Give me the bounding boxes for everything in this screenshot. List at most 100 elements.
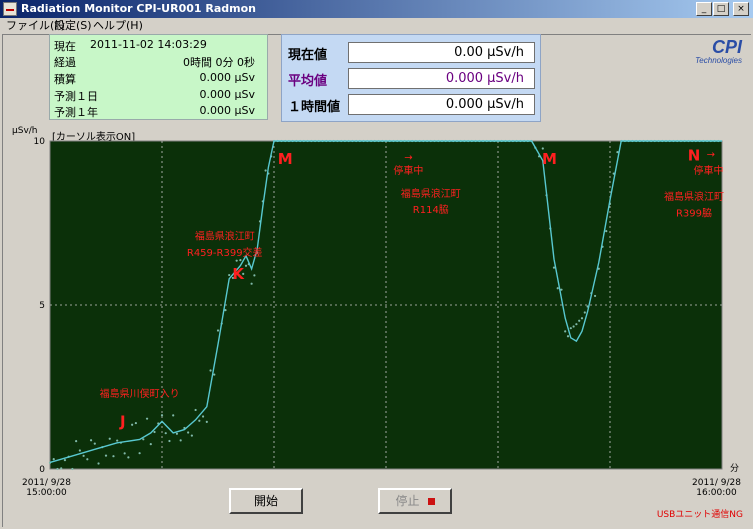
sample-dot [63, 459, 67, 462]
sample-dot [616, 151, 619, 154]
point-marker-label: J [119, 412, 126, 430]
sample-dot [86, 458, 89, 461]
sample-dot [566, 335, 570, 338]
menu-bar: ファイル(F) 設定(S) ヘルプ(H) [0, 18, 753, 34]
close-button[interactable]: × [733, 2, 749, 16]
start-button[interactable]: 開始 [229, 488, 303, 514]
location-annotation: R114脇 [413, 204, 449, 216]
sample-dot [168, 439, 171, 443]
dose-rate-chart[interactable]: 01020304050600510分 J福島県川俣町入りK福島県浪江町R459-… [0, 134, 753, 474]
sample-dot [235, 259, 238, 262]
sample-dot [242, 272, 245, 275]
sample-dot [264, 169, 267, 172]
location-annotation: 福島県浪江町 [664, 190, 724, 203]
sample-dot [564, 330, 567, 333]
sample-dot [228, 273, 231, 277]
sample-dot [89, 439, 93, 442]
start-button-label: 開始 [253, 494, 278, 508]
usb-status-text: USBユニット通信NG [656, 510, 743, 520]
location-annotation: 福島県川俣町入り [100, 387, 180, 400]
point-marker-label: K [232, 265, 245, 283]
sample-dot [569, 327, 572, 330]
forecast-year-value: 0.000 μSv [199, 104, 255, 117]
sample-dot [560, 288, 563, 291]
menu-settings[interactable]: 設定(S) [54, 19, 92, 32]
sample-dot [578, 319, 581, 322]
point-marker-label: M [542, 150, 557, 168]
sample-dot [56, 467, 59, 471]
average-reading-value: 0.000 μSv/h [348, 68, 535, 89]
sample-dot [572, 325, 575, 328]
sample-dot [134, 421, 137, 425]
location-annotation: 停車中 [694, 164, 724, 177]
dose-rate-line [49, 140, 722, 464]
forecast-day-label: 予測１日 [54, 90, 98, 103]
stop-button[interactable]: 停止 [378, 488, 452, 514]
sample-dot [160, 414, 164, 417]
sample-dot [556, 287, 559, 290]
elapsed-value: 0時間 0分 0秒 [183, 56, 255, 69]
location-annotation: → [707, 149, 715, 160]
current-time-value: 2011-11-02 14:03:29 [90, 38, 207, 51]
sample-dot [145, 417, 149, 420]
location-annotation: 福島県浪江町 [195, 229, 255, 242]
sample-dot [78, 449, 81, 452]
sample-dot [201, 415, 205, 418]
sample-dot [575, 323, 578, 326]
menu-file[interactable]: ファイル(F) [6, 19, 65, 32]
sample-dot [71, 467, 74, 471]
sample-dot [194, 408, 197, 412]
sample-dot [127, 456, 130, 459]
sample-dot [164, 432, 167, 435]
sample-dot [82, 454, 85, 457]
stop-icon [427, 498, 435, 505]
cpi-logo: CPI Technologies [682, 37, 744, 69]
sample-dot [149, 443, 152, 446]
sample-dot [541, 147, 544, 150]
sample-dot [179, 439, 182, 442]
sample-dot [583, 311, 586, 314]
sample-dot [198, 419, 201, 422]
sample-dot [112, 455, 115, 458]
location-annotation: 停車中 [393, 164, 423, 177]
start-timestamp: 2011/ 9/28 15:00:00 [22, 478, 72, 498]
sample-dot [60, 467, 63, 470]
sample-dot [224, 309, 227, 312]
sample-dot [253, 274, 256, 277]
logo-mark: CPI [711, 37, 742, 57]
cursor-toggle-label[interactable]: [カーソル表示ON] [52, 132, 136, 143]
status-info-panel: 現在 2011-11-02 14:03:29 経過 0時間 0分 0秒 積算 0… [49, 34, 268, 120]
location-annotation: R399脇 [676, 207, 712, 219]
sample-dot [231, 276, 235, 280]
average-reading-label: 平均値 [288, 74, 328, 89]
minimize-button[interactable]: _ [696, 2, 712, 16]
forecast-day-value: 0.000 μSv [199, 88, 255, 101]
current-time-label: 現在 [54, 40, 76, 53]
readings-panel: 現在値 0.00 μSv/h 平均値 0.000 μSv/h １時間値 0.00… [281, 34, 541, 122]
sample-dot [597, 267, 600, 270]
maximize-button[interactable]: □ [713, 2, 729, 16]
sample-dot [172, 414, 175, 417]
y-tick-label: 10 [34, 137, 46, 147]
sample-dot [52, 458, 55, 461]
title-bar[interactable]: Radiation Monitor CPI-UR001 Radmon _ □ × [0, 0, 753, 18]
sample-dot [239, 259, 242, 262]
location-annotation: 福島県浪江町 [401, 187, 461, 200]
y-unit-label: μSv/h [12, 126, 38, 136]
location-annotation: R459-R399交差 [187, 246, 263, 259]
elapsed-label: 経過 [54, 56, 76, 69]
sample-dot [131, 423, 134, 426]
sample-dot [97, 462, 100, 465]
sample-dot [104, 454, 108, 457]
sample-dot [605, 229, 608, 233]
menu-help[interactable]: ヘルプ(H) [93, 19, 143, 32]
app-icon[interactable] [3, 2, 17, 16]
window-title: Radiation Monitor CPI-UR001 Radmon [21, 2, 256, 15]
sample-dot [593, 294, 597, 298]
stop-button-label: 停止 [395, 494, 420, 508]
y-tick-label: 5 [39, 301, 45, 311]
location-annotation: → [404, 153, 412, 164]
sample-dot [250, 282, 253, 285]
sample-dot [175, 432, 179, 435]
